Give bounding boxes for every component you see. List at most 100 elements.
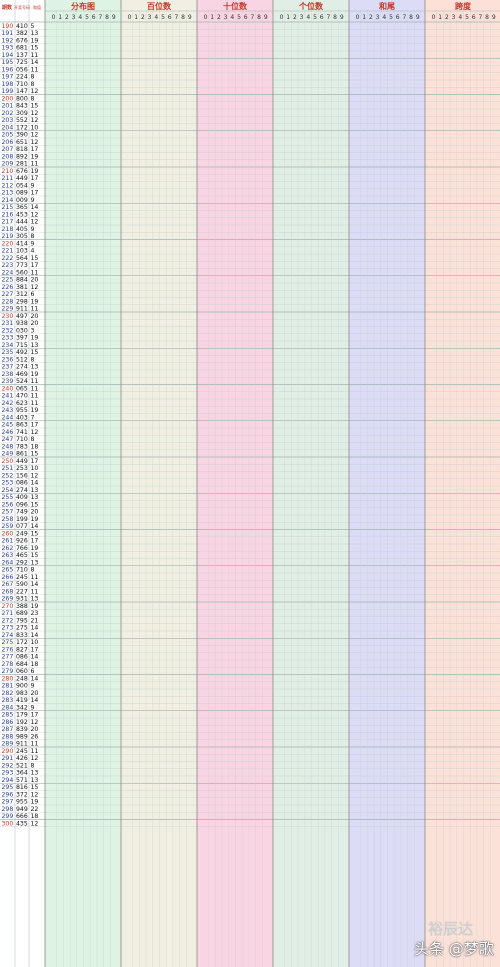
period-cell: 242 (2, 400, 14, 407)
period-cell: 224 (2, 269, 14, 276)
draw-cell: 623 (16, 400, 28, 407)
sum-cell: 12 (31, 284, 39, 291)
period-cell: 233 (2, 335, 14, 342)
draw-cell: 397 (16, 335, 28, 342)
sum-cell: 17 (31, 422, 39, 429)
period-cell: 248 (2, 443, 14, 450)
period-cell: 280 (2, 675, 14, 682)
period-cell: 261 (2, 538, 14, 545)
sum-cell: 11 (31, 66, 39, 73)
draw-cell: 955 (16, 799, 28, 806)
period-cell: 300 (2, 820, 14, 827)
period-cell: 260 (2, 530, 14, 537)
watermark-author: 头条 @梦歌 (414, 940, 494, 958)
sum-cell: 12 (31, 820, 39, 827)
draw-cell: 827 (16, 646, 28, 653)
digit-header: 3 (72, 14, 76, 21)
period-cell: 195 (2, 59, 14, 66)
draw-cell: 938 (16, 320, 28, 327)
sum-cell: 8 (31, 74, 35, 81)
draw-cell: 843 (16, 103, 28, 110)
draw-cell: 426 (16, 755, 28, 762)
digit-header: 4 (78, 14, 82, 21)
draw-cell: 689 (16, 610, 28, 617)
draw-cell: 172 (16, 124, 28, 131)
period-cell: 251 (2, 465, 14, 472)
sum-cell: 9 (31, 683, 35, 690)
sum-cell: 20 (31, 320, 39, 327)
period-cell: 277 (2, 654, 14, 661)
period-cell: 237 (2, 364, 14, 371)
period-cell: 299 (2, 813, 14, 820)
period-cell: 196 (2, 66, 14, 73)
section-bg-3 (273, 0, 349, 967)
draw-cell: 096 (16, 501, 28, 508)
period-cell: 257 (2, 509, 14, 516)
digit-header: 9 (492, 14, 496, 21)
draw-cell: 381 (16, 284, 28, 291)
period-cell: 220 (2, 240, 14, 247)
digit-header: 4 (458, 14, 462, 21)
sum-cell: 5 (31, 23, 35, 30)
sum-cell: 6 (31, 668, 35, 675)
period-cell: 245 (2, 422, 14, 429)
period-cell: 269 (2, 596, 14, 603)
draw-cell: 403 (16, 414, 28, 421)
draw-cell: 274 (16, 487, 28, 494)
sum-cell: 6 (31, 291, 35, 298)
draw-cell: 089 (16, 190, 28, 197)
sum-cell: 8 (31, 233, 35, 240)
digit-header: 5 (161, 14, 165, 21)
digit-header: 4 (230, 14, 234, 21)
section-title-0: 分布图 (71, 1, 95, 11)
period-cell: 217 (2, 219, 14, 226)
draw-cell: 949 (16, 806, 28, 813)
digit-header: 5 (85, 14, 89, 21)
sum-cell: 15 (31, 552, 39, 559)
period-cell: 215 (2, 204, 14, 211)
left-header-bg (0, 0, 45, 22)
draw-cell: 512 (16, 356, 28, 363)
period-cell: 283 (2, 697, 14, 704)
period-cell: 272 (2, 617, 14, 624)
draw-cell: 405 (16, 226, 28, 233)
section-title-2: 十位数 (223, 1, 248, 11)
draw-cell: 676 (16, 37, 28, 44)
sum-cell: 11 (31, 306, 39, 313)
period-cell: 229 (2, 306, 14, 313)
draw-cell: 911 (16, 306, 28, 313)
sum-cell: 19 (31, 335, 39, 342)
sum-cell: 8 (31, 81, 35, 88)
sum-cell: 13 (31, 777, 39, 784)
sum-cell: 15 (31, 103, 39, 110)
digit-header: 9 (340, 14, 344, 21)
digit-header: 0 (128, 14, 132, 21)
period-cell: 288 (2, 733, 14, 740)
digit-header: 0 (204, 14, 208, 21)
period-cell: 235 (2, 349, 14, 356)
draw-cell: 030 (16, 327, 28, 334)
sum-cell: 9 (31, 197, 35, 204)
draw-cell: 741 (16, 429, 28, 436)
period-cell: 271 (2, 610, 14, 617)
draw-cell: 192 (16, 719, 28, 726)
period-cell: 262 (2, 545, 14, 552)
draw-cell: 521 (16, 762, 28, 769)
draw-cell: 137 (16, 52, 28, 59)
period-cell: 268 (2, 588, 14, 595)
sum-cell: 20 (31, 726, 39, 733)
period-cell: 297 (2, 799, 14, 806)
period-cell: 287 (2, 726, 14, 733)
digit-header: 7 (250, 14, 254, 21)
sum-cell: 20 (31, 277, 39, 284)
period-cell: 246 (2, 429, 14, 436)
period-cell: 222 (2, 255, 14, 262)
period-cell: 193 (2, 45, 14, 52)
period-cell: 259 (2, 523, 14, 530)
draw-cell: 077 (16, 523, 28, 530)
sum-cell: 12 (31, 719, 39, 726)
sum-cell: 9 (31, 240, 35, 247)
period-cell: 206 (2, 139, 14, 146)
sum-cell: 13 (31, 770, 39, 777)
sum-cell: 14 (31, 581, 39, 588)
